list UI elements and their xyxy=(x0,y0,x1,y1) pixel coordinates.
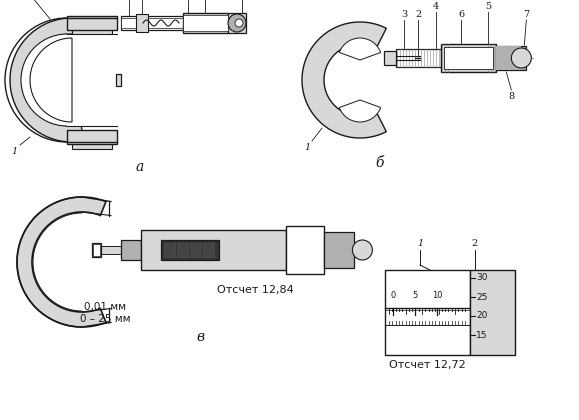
Bar xyxy=(470,270,515,355)
Text: 3: 3 xyxy=(401,10,408,19)
Text: 6: 6 xyxy=(458,10,464,19)
Bar xyxy=(121,16,201,30)
Text: 5: 5 xyxy=(298,229,303,235)
Bar xyxy=(496,46,526,70)
Text: 4: 4 xyxy=(433,2,439,11)
Bar xyxy=(141,230,287,270)
Text: б: б xyxy=(376,156,384,170)
Text: Отсчет 12,72: Отсчет 12,72 xyxy=(389,360,466,370)
Circle shape xyxy=(511,48,532,68)
Text: 15: 15 xyxy=(476,331,488,339)
Text: 2: 2 xyxy=(472,239,478,248)
Bar xyxy=(177,243,188,257)
Bar xyxy=(203,243,214,257)
Polygon shape xyxy=(17,197,106,327)
Wedge shape xyxy=(21,34,67,126)
Bar xyxy=(324,232,354,268)
Bar xyxy=(183,15,228,31)
Polygon shape xyxy=(34,214,82,310)
Text: 1: 1 xyxy=(304,143,310,152)
Bar xyxy=(287,226,324,274)
Text: 10: 10 xyxy=(432,291,442,300)
Text: 5: 5 xyxy=(412,291,417,300)
Text: 25: 25 xyxy=(476,292,488,302)
Bar xyxy=(67,130,117,144)
Text: 0 – 25 мм: 0 – 25 мм xyxy=(80,314,130,324)
Bar xyxy=(72,133,112,149)
Bar xyxy=(93,243,101,257)
Wedge shape xyxy=(339,38,380,60)
Bar xyxy=(190,243,201,257)
Bar xyxy=(122,240,141,260)
Text: 8: 8 xyxy=(508,92,514,101)
Bar xyxy=(136,14,148,32)
Text: 30: 30 xyxy=(476,273,488,283)
Bar xyxy=(67,34,123,126)
Circle shape xyxy=(228,14,246,32)
Polygon shape xyxy=(302,22,386,138)
Bar xyxy=(444,47,493,69)
Text: 7: 7 xyxy=(523,10,529,19)
Bar xyxy=(72,25,112,41)
Polygon shape xyxy=(30,38,72,122)
Text: 5: 5 xyxy=(485,2,492,11)
Text: 0: 0 xyxy=(298,239,303,245)
Circle shape xyxy=(235,19,243,27)
Wedge shape xyxy=(339,100,380,122)
Bar xyxy=(228,13,246,33)
Text: 0,01 мм: 0,01 мм xyxy=(84,302,126,312)
Bar xyxy=(183,13,228,33)
Text: 1: 1 xyxy=(417,239,423,248)
Bar xyxy=(93,244,100,256)
Bar xyxy=(101,246,122,254)
Bar xyxy=(116,74,121,86)
Bar xyxy=(385,270,470,355)
Bar xyxy=(441,44,496,72)
Text: 20: 20 xyxy=(476,312,488,320)
Bar xyxy=(162,240,219,260)
Text: 5: 5 xyxy=(298,249,303,255)
Text: 0: 0 xyxy=(390,291,395,300)
Text: а: а xyxy=(136,160,144,174)
Bar xyxy=(121,18,201,28)
Text: в: в xyxy=(196,330,204,344)
Text: Отсчет 12,84: Отсчет 12,84 xyxy=(217,285,294,295)
Text: 1: 1 xyxy=(11,147,17,156)
Text: 2: 2 xyxy=(415,10,421,19)
Bar xyxy=(397,49,441,67)
Circle shape xyxy=(353,240,372,260)
Bar xyxy=(384,51,397,65)
Bar xyxy=(164,243,175,257)
Polygon shape xyxy=(10,18,84,142)
Bar xyxy=(67,16,117,30)
Bar xyxy=(496,46,521,70)
